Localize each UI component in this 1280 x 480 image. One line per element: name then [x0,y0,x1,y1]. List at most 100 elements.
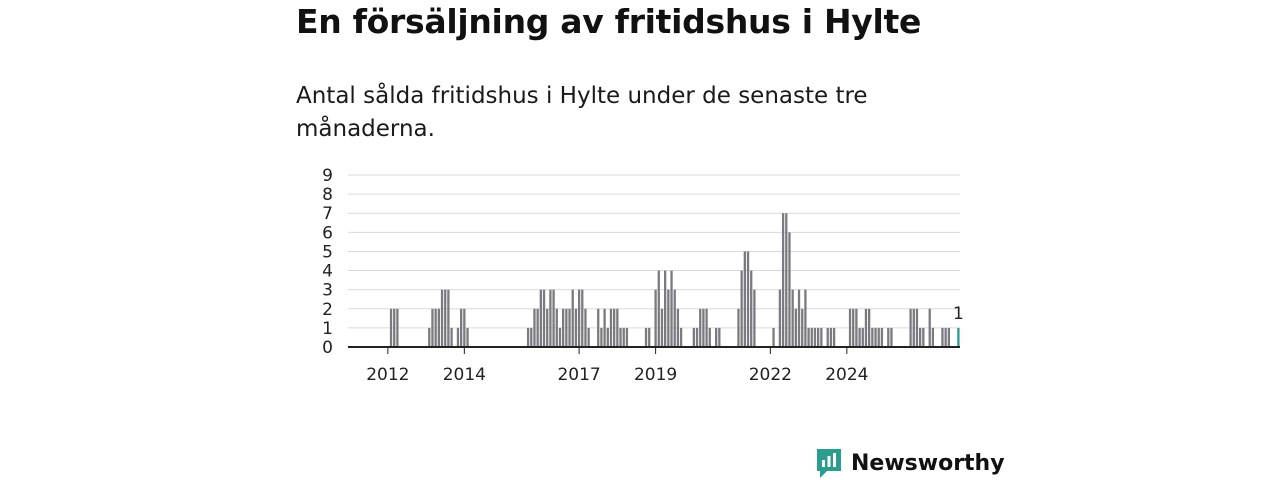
brand-logo: Newsworthy [815,447,1005,479]
bar [673,289,676,347]
bar [931,327,935,347]
bar [667,289,670,347]
bar [861,327,864,347]
bar [832,327,836,347]
bar [533,308,536,347]
bar [676,308,680,347]
bar [871,327,874,347]
bar [874,327,877,347]
bar [622,327,625,347]
bar [450,327,453,347]
y-tick-label: 8 [322,185,333,205]
bar [810,327,813,347]
bars [389,213,960,347]
newsworthy-logo-icon [817,449,841,478]
bar [539,289,542,347]
bar [389,308,393,347]
bar [912,308,915,347]
bar [947,327,950,347]
brand-name: Newsworthy [851,450,1005,476]
y-tick-label: 2 [322,300,333,320]
bar [890,327,893,347]
x-tick-label: 2024 [825,365,868,385]
bar [644,327,648,347]
bar [562,308,565,347]
bar [558,327,562,347]
bar [877,327,880,347]
bar [864,308,868,347]
bar [919,327,922,347]
bar [625,327,629,347]
bar [581,289,584,347]
y-tick-label: 0 [322,338,333,358]
bar [801,308,804,347]
bar [603,308,606,347]
bar [657,270,660,347]
bar [577,289,581,347]
bar [887,327,890,347]
bar [679,327,683,347]
bar [858,327,861,347]
bar [542,289,546,347]
bar [456,327,460,347]
bar [574,308,578,347]
x-tick-label: 2012 [366,365,409,385]
bar [817,327,820,347]
x-tick-label: 2022 [749,365,792,385]
bar [804,289,807,347]
bar [848,308,852,347]
bar [705,308,708,347]
bar [699,308,702,347]
bar [909,308,912,347]
bar [660,308,664,347]
bar [746,251,750,347]
bar [794,308,797,347]
bar [788,232,791,347]
bar [868,308,871,347]
bar [791,289,794,347]
y-tick-label: 3 [322,281,333,301]
bar [396,308,399,347]
bar [440,289,444,347]
bar [915,308,919,347]
bar [654,289,657,347]
bar [571,289,574,347]
bar [530,327,533,347]
bar [785,213,788,347]
bar [536,308,539,347]
bar [460,308,463,347]
bar [587,327,590,347]
bar [613,308,616,347]
highlight-value-label: 1 [953,304,964,324]
bar [546,308,549,347]
bar [600,327,603,347]
y-tick-label: 6 [322,223,333,243]
bar [740,270,743,347]
bar [437,308,440,347]
bar [820,327,823,347]
bar [549,289,552,347]
y-tick-label: 1 [322,319,333,339]
y-tick-label: 7 [322,204,333,224]
bar [616,308,619,347]
y-tick-label: 9 [322,166,333,186]
bar [743,251,746,347]
bar [826,327,829,347]
bar [584,308,587,347]
bar [568,308,571,347]
bar [695,327,699,347]
bar [393,308,396,347]
bar [781,213,785,347]
bar [434,308,437,347]
bar [922,327,925,347]
bar [718,327,721,347]
bar [855,308,858,347]
bar [928,308,931,347]
bar [750,270,753,347]
bar [702,308,705,347]
bar [829,327,833,347]
bar [797,289,801,347]
bar [664,270,667,347]
